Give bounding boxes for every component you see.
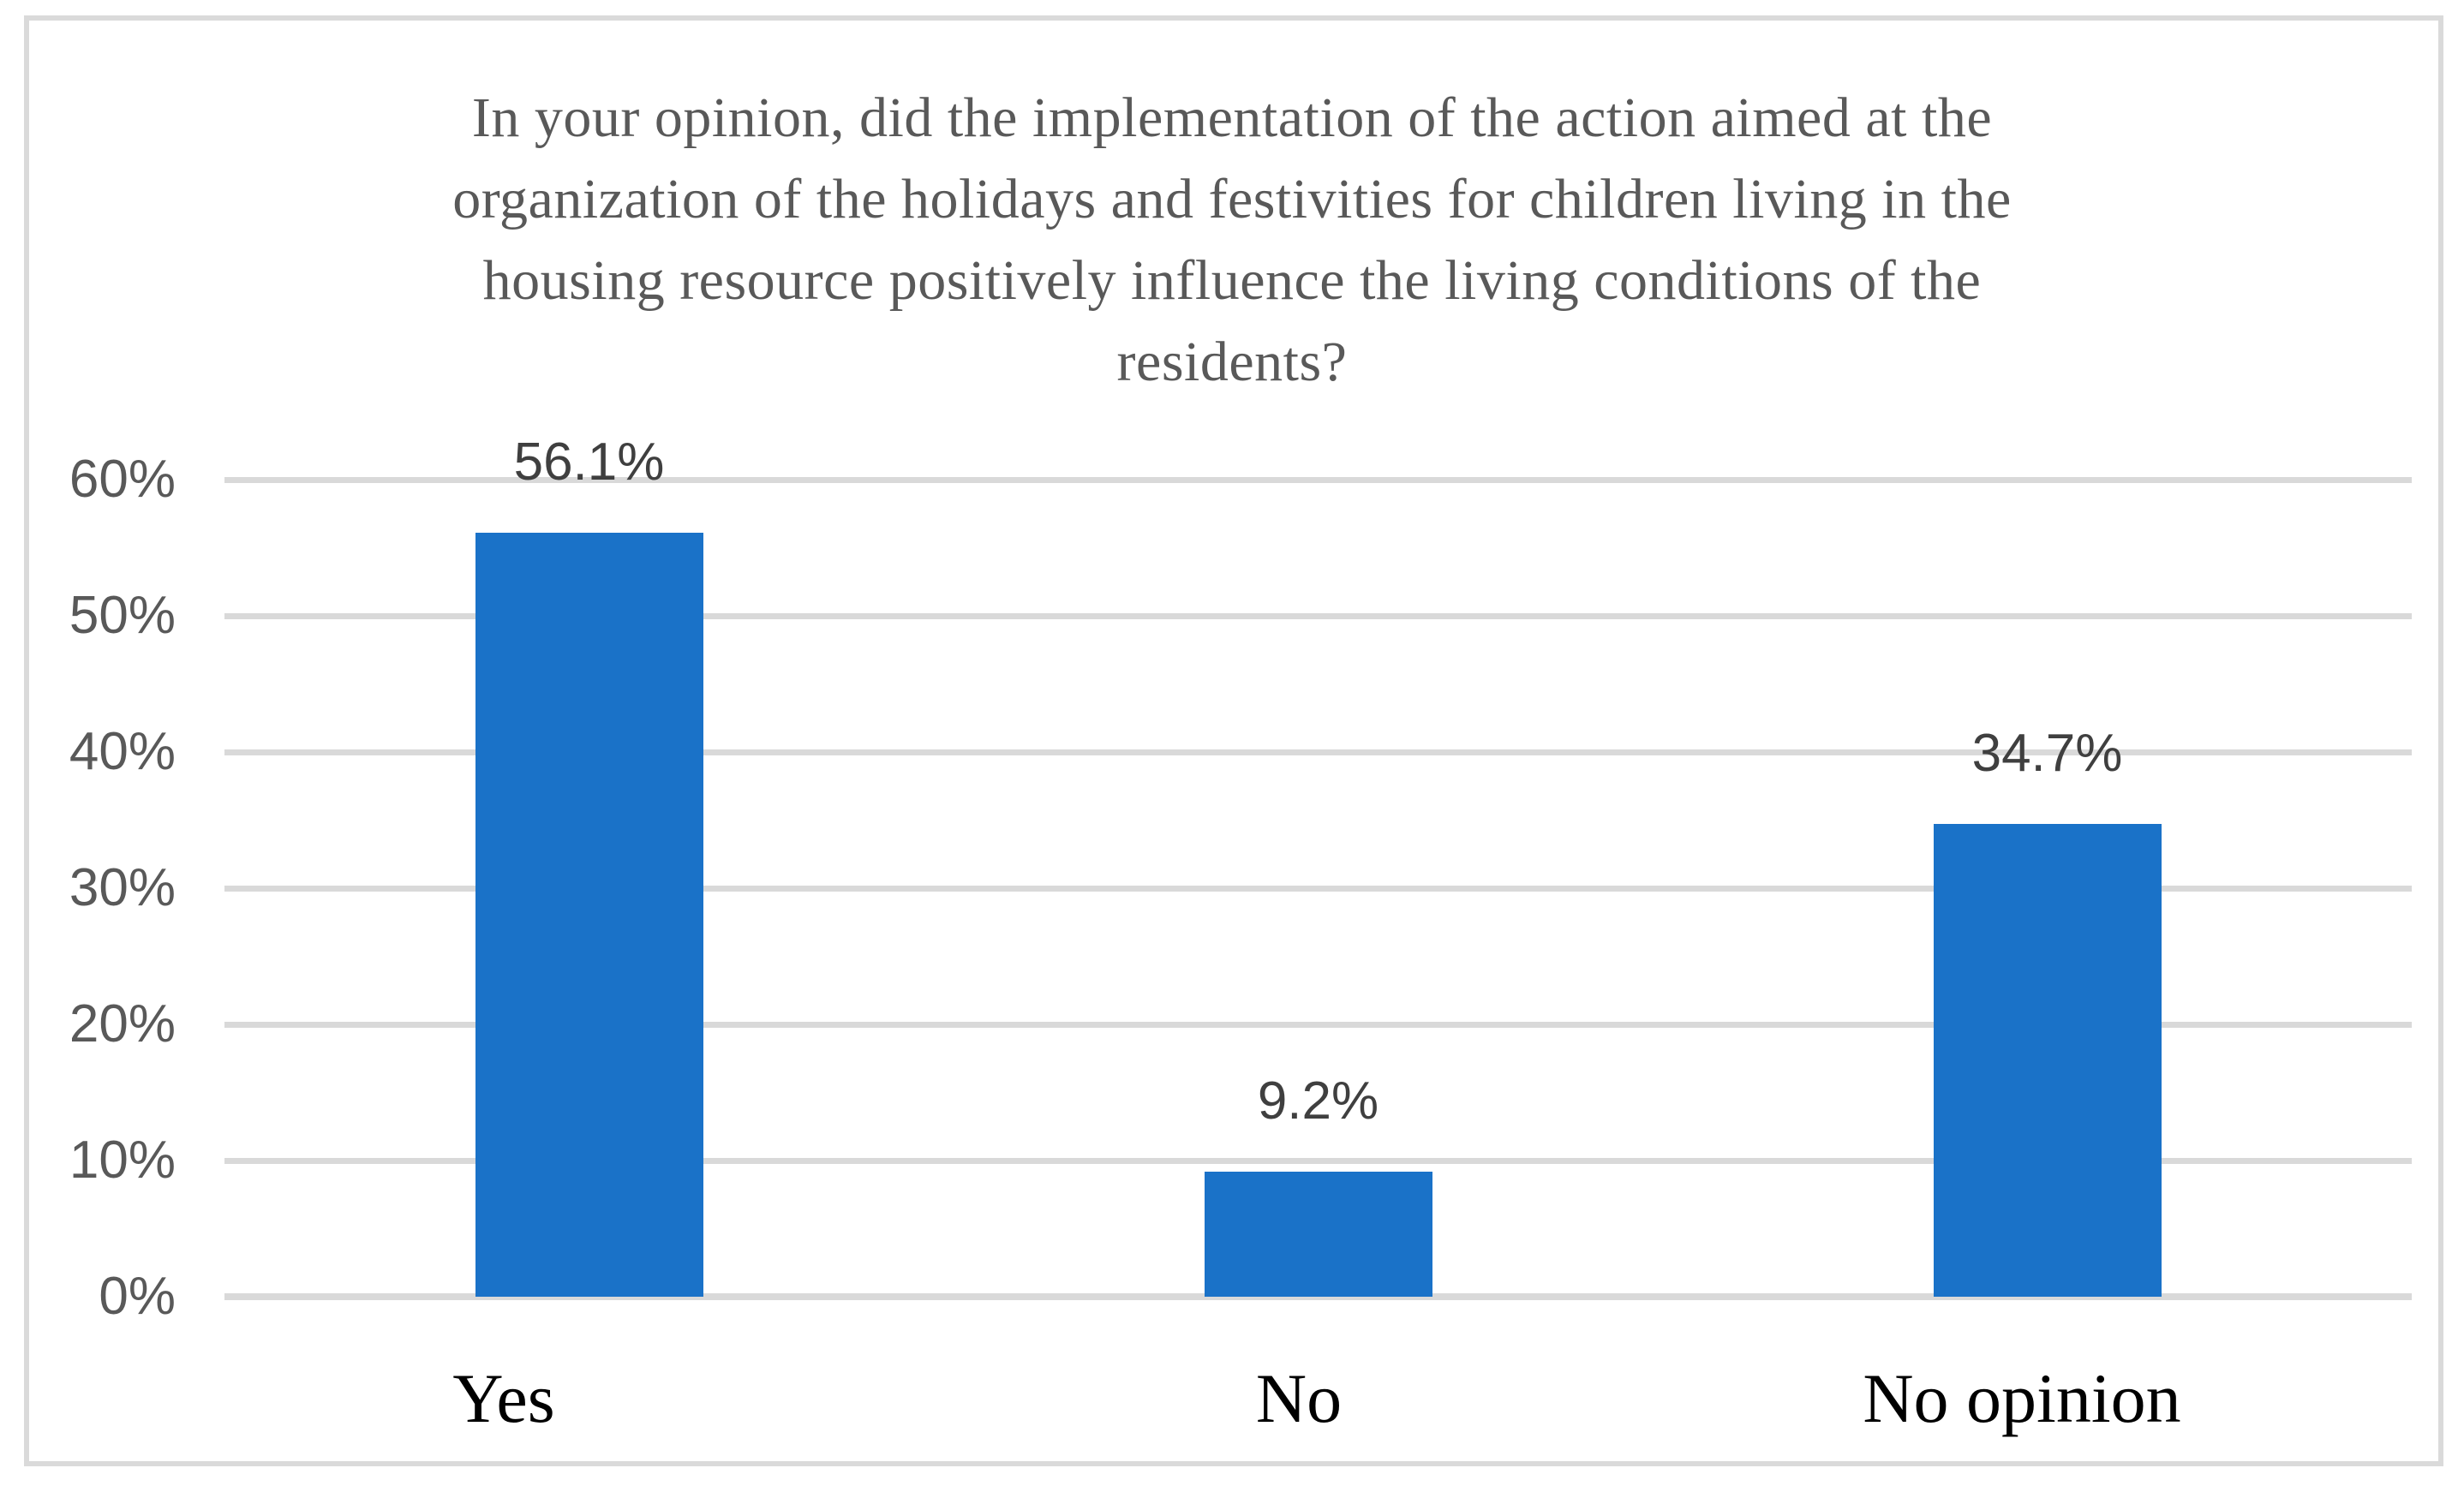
chart-title: In your opinion, did the implementation … [24,77,2440,403]
gridline [224,1022,2412,1028]
gridline [224,749,2412,755]
category-label-yes: Yes [452,1359,555,1437]
chart-title-line: organization of the holidays and festivi… [452,168,2012,230]
gridline [224,1158,2412,1164]
y-axis-tick-label: 50% [69,586,176,645]
y-axis-tick-label: 60% [69,450,176,509]
bar-no [1204,1171,1432,1297]
category-label-no-opinion: No opinion [1863,1359,2181,1437]
chart-title-line: residents? [1116,331,1348,393]
data-label-no-opinion: 34.7% [1971,724,2123,784]
y-axis-tick-label: 40% [69,722,176,781]
gridline [224,613,2412,619]
chart-title-line: housing resource positively influence th… [482,249,1982,312]
chart-title-line: In your opinion, did the implementation … [471,87,1993,149]
gridline [224,886,2412,892]
data-label-no: 9.2% [1257,1071,1379,1131]
y-axis-tick-label: 0% [99,1267,176,1326]
x-axis-line [224,1293,2412,1300]
y-axis-tick-label: 20% [69,994,176,1053]
figure-border [24,15,2443,1466]
gridline [224,477,2412,483]
data-label-yes: 56.1% [513,433,665,492]
y-axis-tick-label: 30% [69,858,176,917]
y-axis-tick-label: 10% [69,1131,176,1190]
bar-yes [475,533,703,1297]
bar-no-opinion [1933,824,2162,1297]
category-label-no: No [1255,1359,1343,1437]
